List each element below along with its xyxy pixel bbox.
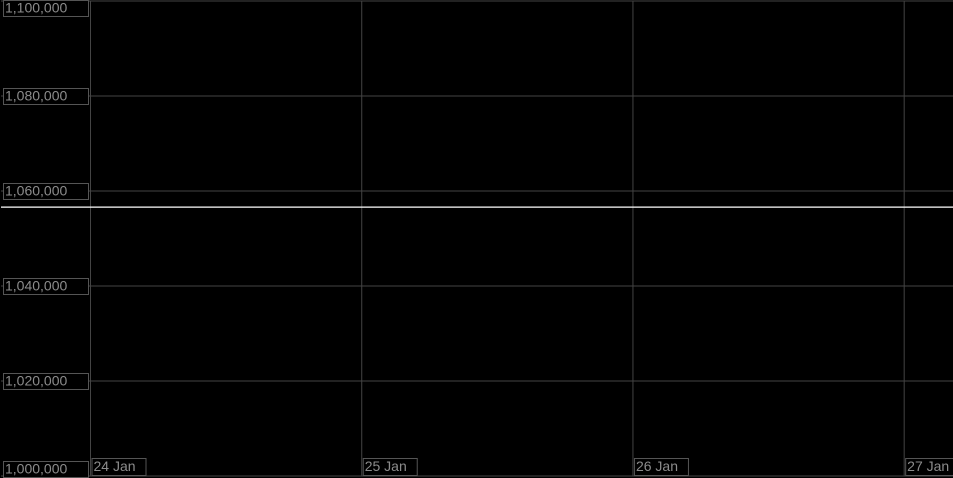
y-tick-box bbox=[3, 0, 89, 17]
x-tick-box bbox=[905, 458, 953, 476]
y-tick-box bbox=[3, 183, 89, 200]
labels: 1,000,000 1,020,000 1,040,000 1,060,000 1,08… bbox=[3, 0, 953, 478]
x-tick-box bbox=[362, 458, 418, 476]
y-tick-label: 1,100,000 bbox=[5, 0, 67, 16]
y-tick-box bbox=[3, 278, 89, 295]
x-tick-box bbox=[91, 458, 147, 476]
y-tick-label: 1,080,000 bbox=[5, 88, 67, 104]
y-tick-label: 1,040,000 bbox=[5, 278, 67, 294]
y-tick-box bbox=[3, 88, 89, 105]
x-tick-label: 26 Jan bbox=[636, 458, 678, 474]
y-tick-label: 1,020,000 bbox=[5, 373, 67, 389]
y-tick-label: 1,000,000 bbox=[5, 461, 67, 477]
x-tick-label: 27 Jan bbox=[907, 458, 949, 474]
y-tick-box bbox=[3, 373, 89, 390]
y-tick-label: 1,060,000 bbox=[5, 183, 67, 199]
x-tick-label: 25 Jan bbox=[365, 458, 407, 474]
x-tick-box bbox=[633, 458, 689, 476]
x-tick-label: 24 Jan bbox=[94, 458, 136, 474]
